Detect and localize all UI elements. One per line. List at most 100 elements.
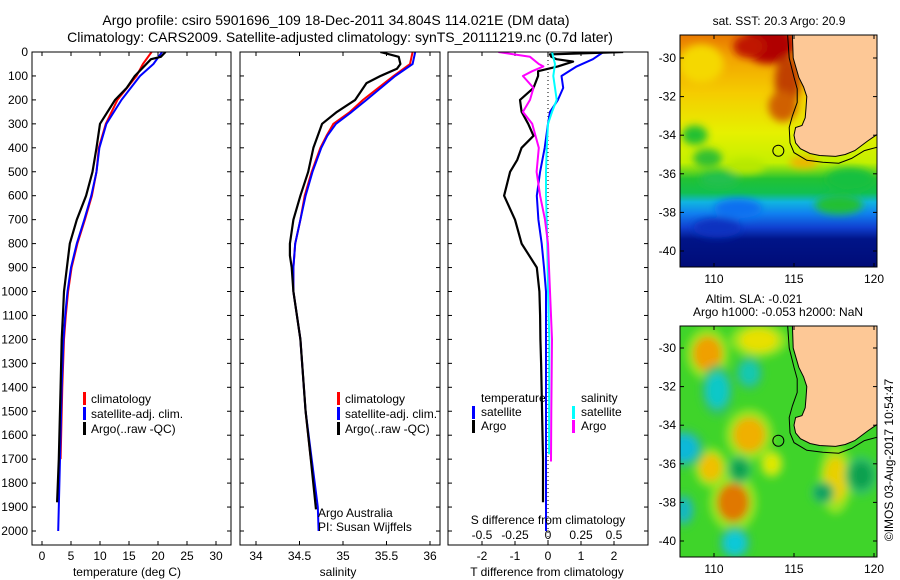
lat-tick-label: -32 bbox=[659, 90, 677, 104]
sst-field-features bbox=[680, 35, 874, 238]
temperature-xlabel: temperature (deg C) bbox=[73, 565, 181, 579]
legend-label-t-argo: Argo bbox=[481, 419, 507, 433]
lat-tick-label: -38 bbox=[659, 495, 677, 509]
x-tick-label: 20 bbox=[151, 549, 165, 563]
temperature-legend: climatology satellite-adj. clim. Argo(..… bbox=[83, 392, 183, 436]
depth-tick-label: 1300 bbox=[1, 356, 28, 370]
depth-tick-label: 600 bbox=[8, 189, 28, 203]
x-tick-label: 34.5 bbox=[288, 549, 312, 563]
legend-label-argo: Argo(..raw -QC) bbox=[345, 422, 430, 436]
s-x-tick-label: -0.5 bbox=[472, 528, 493, 542]
depth-tick-label: 400 bbox=[8, 141, 28, 155]
legend-label-satellite: satellite-adj. clim. bbox=[91, 407, 183, 421]
x-tick-label: 15 bbox=[122, 549, 136, 563]
figure-title-line1: Argo profile: csiro 5901696_109 18-Dec-2… bbox=[102, 12, 569, 28]
sst-map: sat. SST: 20.3 Argo: 20.9 110 115 120 -30 -3… bbox=[659, 14, 885, 286]
depth-tick-label: 200 bbox=[8, 93, 28, 107]
legend-marker-argo bbox=[337, 422, 340, 435]
lat-tick-label: -40 bbox=[659, 244, 677, 258]
difference-axes-frame bbox=[447, 51, 649, 546]
legend-marker-s-satellite bbox=[572, 406, 575, 419]
lon-tick-label: 120 bbox=[864, 272, 884, 286]
x-tick-label: -2 bbox=[477, 549, 488, 563]
lat-tick-label: -38 bbox=[659, 205, 677, 219]
lat-tick-label: -40 bbox=[659, 534, 677, 548]
land bbox=[792, 35, 877, 157]
temperature-axes-frame bbox=[31, 51, 232, 546]
salinity-xlabel: salinity bbox=[320, 565, 357, 579]
depth-tick-label: 1100 bbox=[2, 308, 28, 322]
profile-line-salinity-satellite bbox=[545, 52, 558, 455]
legend-marker-argo bbox=[83, 422, 86, 435]
lon-tick-label: 115 bbox=[784, 562, 803, 576]
s-x-tick-label: -0.25 bbox=[501, 528, 529, 542]
x-tick-label: 34 bbox=[249, 549, 263, 563]
legend-marker-s-argo bbox=[572, 420, 575, 433]
imos-credit: ©IMOS 03-Aug-2017 10:54:47 bbox=[882, 379, 896, 542]
x-tick-label: 5 bbox=[68, 549, 75, 563]
lon-tick-label: 110 bbox=[704, 562, 723, 576]
legend-marker-climatology bbox=[337, 392, 340, 405]
depth-tick-label: 1200 bbox=[1, 332, 28, 346]
depth-tick-label: 500 bbox=[8, 165, 28, 179]
t-difference-xlabel: T difference from climatology bbox=[470, 565, 624, 579]
lat-tick-label: -36 bbox=[659, 457, 677, 471]
sla-map-frame bbox=[679, 325, 878, 558]
profile-line-argo-raw-qc- bbox=[288, 52, 402, 510]
lon-tick-label: 115 bbox=[784, 272, 803, 286]
sla-map: Altim. SLA: -0.021 Argo h1000: -0.053 h2… bbox=[659, 292, 885, 576]
salinity-panel: 34 34.5 35 35.5 36 salinity climatology sate… bbox=[239, 51, 441, 579]
x-tick-label: 35.5 bbox=[375, 549, 399, 563]
legend-label-climatology: climatology bbox=[345, 392, 405, 406]
s-x-tick-label: 0.5 bbox=[606, 528, 623, 542]
lon-tick-label: 120 bbox=[864, 562, 884, 576]
isobath-line bbox=[787, 35, 877, 164]
s-difference-xlabel: S difference from climatology bbox=[471, 513, 626, 527]
x-tick-label: 36 bbox=[423, 549, 437, 563]
salinity-legend: climatology satellite-adj. clim. Argo(..… bbox=[337, 392, 437, 436]
depth-tick-label: 1000 bbox=[1, 285, 28, 299]
s-x-tick-label: 0 bbox=[545, 528, 552, 542]
annotation-argo-australia: Argo Australia bbox=[318, 506, 393, 520]
temperature-panel: 0100200300400500600700800900100011001200… bbox=[1, 45, 232, 579]
legend-marker-t-argo bbox=[472, 420, 475, 433]
depth-tick-label: 1700 bbox=[1, 452, 28, 466]
coastline bbox=[791, 326, 877, 447]
lon-tick-label: 110 bbox=[704, 272, 723, 286]
depth-tick-label: 800 bbox=[8, 237, 28, 251]
argo-position-marker bbox=[772, 144, 785, 157]
lat-tick-label: -30 bbox=[659, 51, 677, 65]
sla-field-features bbox=[680, 326, 877, 557]
figure-title-line2: Climatology: CARS2009. Satellite-adjuste… bbox=[67, 29, 613, 45]
depth-tick-label: 300 bbox=[8, 117, 28, 131]
profile-line-argo-raw-qc- bbox=[56, 52, 167, 503]
x-tick-label: 30 bbox=[209, 549, 223, 563]
legend-label-satellite: satellite-adj. clim. bbox=[345, 407, 437, 421]
lat-tick-label: -32 bbox=[659, 380, 677, 394]
legend-label-s-satellite: satellite bbox=[581, 405, 622, 419]
profile-line-salinity-argo bbox=[498, 52, 553, 462]
x-tick-label: 1 bbox=[578, 549, 585, 563]
depth-tick-label: 1500 bbox=[1, 404, 28, 418]
x-tick-label: 0 bbox=[39, 549, 46, 563]
depth-tick-label: 1600 bbox=[1, 428, 28, 442]
depth-tick-label: 1900 bbox=[1, 500, 28, 514]
x-tick-label: 0 bbox=[545, 549, 552, 563]
legend-marker-climatology bbox=[83, 392, 86, 405]
salinity-axes-frame bbox=[239, 51, 441, 546]
lat-tick-label: -30 bbox=[659, 341, 677, 355]
legend-label-t-satellite: satellite bbox=[481, 405, 522, 419]
depth-tick-label: 1800 bbox=[1, 476, 28, 490]
x-tick-label: 2 bbox=[611, 549, 618, 563]
legend-label-s-argo: Argo bbox=[581, 419, 607, 433]
isobath-line bbox=[787, 326, 877, 454]
lat-tick-label: -36 bbox=[659, 167, 677, 181]
depth-tick-label: 100 bbox=[8, 69, 28, 83]
legend-label-argo: Argo(..raw -QC) bbox=[91, 422, 176, 436]
land bbox=[792, 326, 877, 447]
x-tick-label: 10 bbox=[93, 549, 107, 563]
legend-marker-t-satellite bbox=[472, 406, 475, 419]
legend-marker-satellite bbox=[337, 407, 340, 420]
sla-map-title-line1: Altim. SLA: -0.021 bbox=[706, 292, 803, 306]
